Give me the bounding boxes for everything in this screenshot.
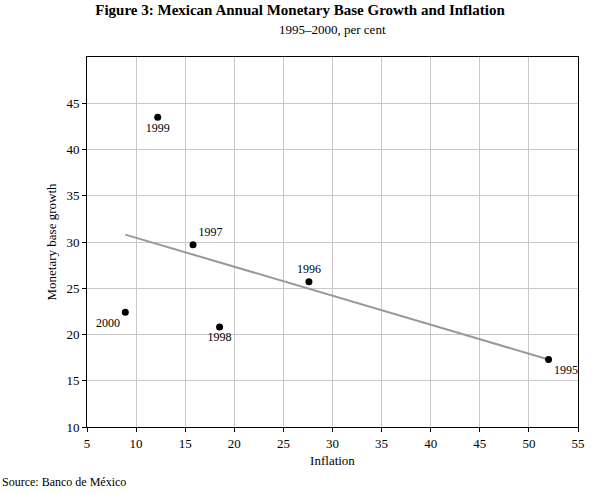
svg-text:5: 5 [84, 436, 91, 451]
svg-text:1999: 1999 [146, 121, 170, 135]
svg-text:45: 45 [473, 436, 486, 451]
svg-text:25: 25 [66, 281, 79, 296]
svg-text:30: 30 [326, 436, 339, 451]
svg-text:15: 15 [179, 436, 192, 451]
svg-text:1997: 1997 [198, 225, 222, 239]
svg-text:35: 35 [375, 436, 388, 451]
svg-text:1998: 1998 [208, 330, 232, 344]
svg-text:Monetary base growth: Monetary base growth [44, 183, 59, 300]
svg-text:1995–2000, per cent: 1995–2000, per cent [279, 22, 386, 37]
svg-text:Inflation: Inflation [310, 453, 355, 468]
svg-text:50: 50 [522, 436, 535, 451]
svg-text:1996: 1996 [297, 262, 321, 276]
svg-text:Figure 3: Mexican Annual Monet: Figure 3: Mexican Annual Monetary Base G… [95, 2, 505, 18]
svg-text:25: 25 [277, 436, 290, 451]
svg-text:55: 55 [572, 436, 585, 451]
svg-text:30: 30 [66, 235, 79, 250]
svg-text:10: 10 [66, 420, 79, 435]
svg-text:2000: 2000 [96, 316, 120, 330]
svg-text:Source: Banco de México: Source: Banco de México [2, 475, 126, 489]
svg-text:35: 35 [66, 188, 79, 203]
svg-text:45: 45 [66, 96, 79, 111]
svg-text:40: 40 [66, 142, 79, 157]
svg-text:1995: 1995 [554, 363, 578, 377]
svg-text:40: 40 [424, 436, 437, 451]
svg-text:15: 15 [66, 373, 79, 388]
svg-text:20: 20 [228, 436, 241, 451]
svg-text:20: 20 [66, 327, 79, 342]
svg-text:10: 10 [130, 436, 143, 451]
